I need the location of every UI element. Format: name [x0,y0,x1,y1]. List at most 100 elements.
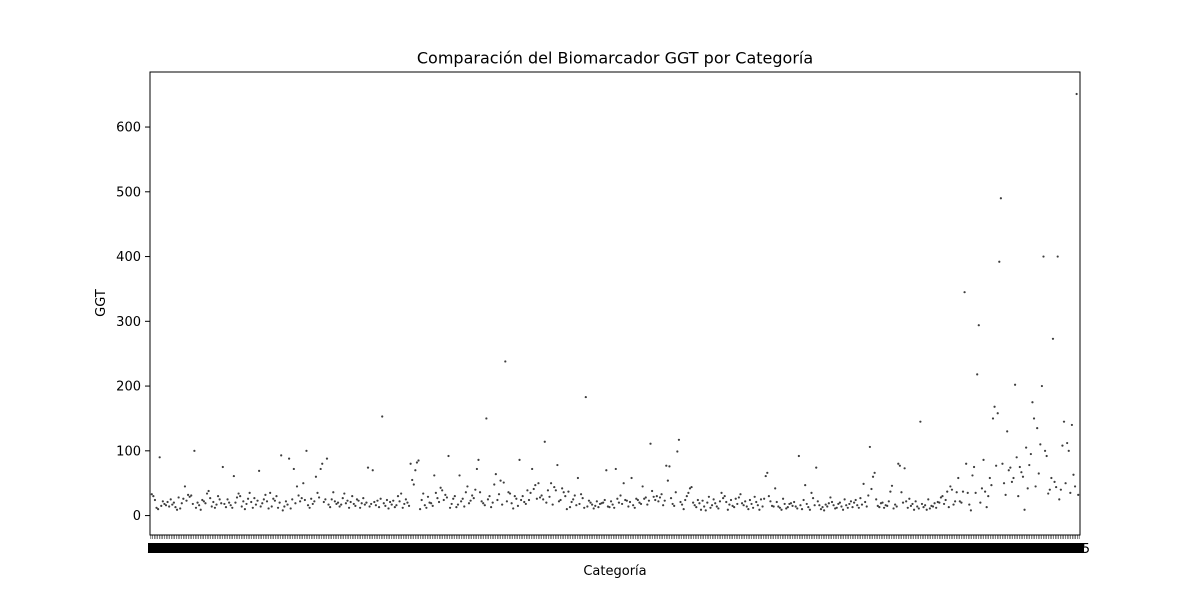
data-point [292,467,295,471]
data-point [587,499,591,502]
data-point [460,500,463,503]
data-point [835,506,838,509]
data-point [927,498,930,501]
data-point [251,506,254,509]
data-point [819,508,823,511]
data-point [614,467,617,471]
data-point [196,501,199,504]
data-point [513,495,516,498]
data-point [368,505,371,508]
data-point [725,500,728,504]
data-point [737,496,740,499]
data-point [688,487,692,490]
data-point [709,506,712,509]
data-point [494,473,497,476]
data-point [579,493,583,496]
data-point [764,474,767,478]
data-point [882,506,886,509]
data-point [643,497,646,500]
data-point [830,500,834,504]
data-point [308,506,311,509]
data-point [680,503,684,506]
data-point [179,507,182,510]
data-point [267,507,270,510]
data-point [218,498,221,501]
data-point [928,507,931,510]
data-point [991,417,995,420]
data-point [1029,452,1032,456]
data-point [972,465,976,469]
data-point [939,496,943,499]
data-point [276,506,280,509]
data-point [876,504,879,507]
data-point [559,498,562,502]
data-point [283,505,286,508]
data-point [423,504,426,507]
data-point [628,500,632,504]
data-point [280,454,283,457]
data-point [1002,482,1006,485]
data-point [941,495,944,498]
y-axis-label: GGT [94,289,109,317]
data-point [1043,449,1047,452]
data-point [382,502,385,505]
data-point [740,502,744,505]
data-point [366,466,370,469]
data-point [524,502,527,506]
x-tick-label-first: 2 [147,542,155,557]
data-point [327,503,330,506]
data-point [860,503,864,506]
data-point [422,492,425,495]
data-point [715,505,718,508]
data-point [466,485,469,488]
data-point [185,499,188,502]
data-point [472,496,475,500]
data-point [696,498,699,502]
data-point [289,507,292,510]
data-point [508,492,512,495]
data-point [1077,493,1080,496]
data-point [647,499,651,502]
data-point [815,466,818,469]
data-point [216,495,220,498]
data-point [418,508,422,511]
data-point [477,458,480,461]
data-point [485,417,488,420]
data-point [933,502,936,505]
data-point [903,467,906,470]
data-point [1018,465,1021,469]
data-point [510,502,513,505]
data-point [235,496,239,499]
data-point [848,502,851,506]
data-point [531,467,534,471]
data-point [262,498,265,501]
data-point [609,500,613,503]
data-point [379,497,382,500]
data-point [302,482,305,485]
data-point [944,498,947,502]
data-point [805,502,808,506]
x-axis: 2 45 [147,535,1090,557]
data-point [816,500,819,503]
data-point [1037,472,1040,475]
data-point [570,500,573,504]
data-point [166,500,169,504]
data-point [728,503,731,506]
data-point [395,504,398,507]
data-point [502,481,505,484]
data-point [895,505,898,508]
data-point [982,458,985,461]
data-point [685,495,688,498]
data-point [297,494,300,497]
data-point [535,497,538,500]
data-point [755,500,758,504]
data-point [823,509,826,512]
data-point [695,506,698,509]
data-point [153,498,157,502]
data-point [392,499,395,502]
data-point [464,491,467,494]
data-point [355,498,359,501]
data-point [475,467,478,471]
data-point [704,509,707,512]
data-point [1042,255,1045,258]
